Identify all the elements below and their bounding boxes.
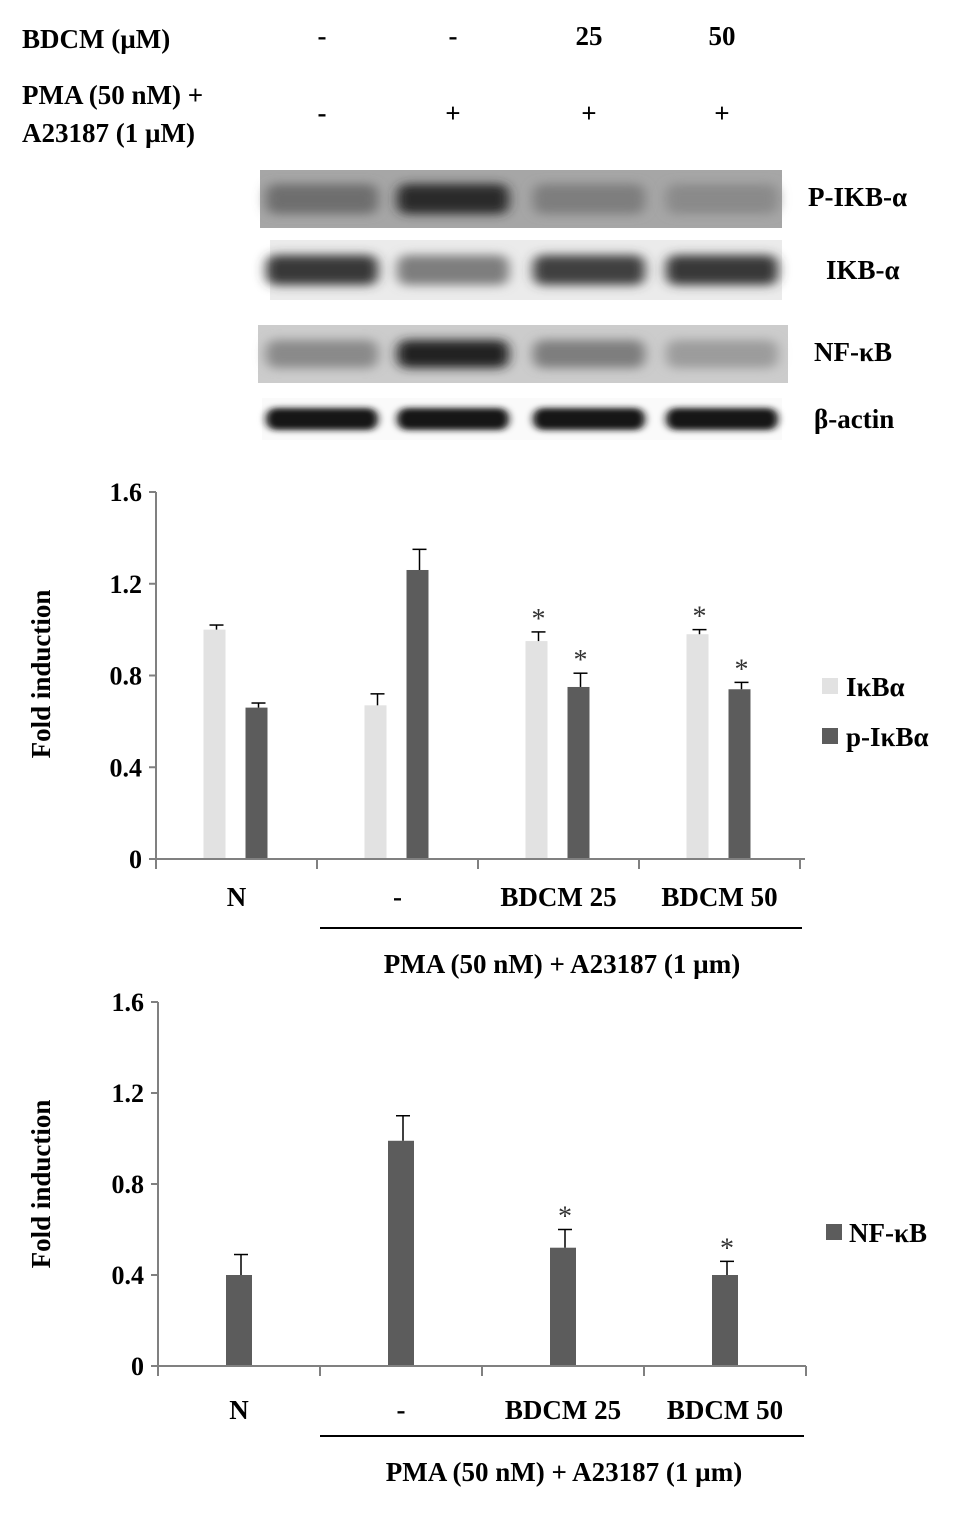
chart-ikb-group-label: PMA (50 nM) + A23187 (1 µm) (384, 949, 740, 979)
band-lane-1 (266, 255, 378, 285)
x-tick-label-bdcm-25: BDCM 25 (500, 882, 616, 912)
chart-nfkb-y-axis: 0 0.4 0.8 1.2 1.6 (112, 988, 159, 1381)
significance-asterisk: * (558, 1202, 572, 1233)
legend-swatch-p-ikb (822, 728, 838, 744)
chart-ikb-y-label: Fold induction (26, 590, 56, 759)
y-tick-label: 1.6 (110, 478, 143, 507)
blot-strip-ikb-a (266, 240, 782, 300)
band-lane-3 (533, 184, 645, 214)
chart-nfkb-group-label: PMA (50 nM) + A23187 (1 µm) (386, 1457, 742, 1487)
band-lane-2 (397, 408, 509, 430)
y-tick-label: 0.4 (110, 753, 143, 782)
blot-strips (258, 170, 788, 440)
y-tick-label: 0.4 (112, 1261, 145, 1290)
band-lane-4 (666, 255, 778, 285)
y-tick-label: 0.8 (112, 1170, 145, 1199)
significance-asterisk: * (574, 645, 588, 676)
band-lane-2 (397, 184, 509, 214)
bar-ikba-bdcm-25 (525, 641, 548, 859)
x-tick-label-n: N (227, 882, 247, 912)
y-tick-label: 1.2 (110, 570, 143, 599)
x-tick-label-bdcm-50: BDCM 50 (661, 882, 777, 912)
blot-strip-p-ikb-a (260, 170, 782, 228)
bdcm-lane-4: 50 (709, 21, 736, 51)
chart-nfkb: 00.40.81.21.6 ** N - BDCM 25 BDCM 50 Fold i… (26, 988, 927, 1487)
bar-p-ikba-ctrl (406, 569, 429, 859)
condition-label-pma-line2: A23187 (1 µM) (22, 118, 195, 148)
bar-nf-kb-bdcm-50 (712, 1275, 738, 1366)
significance-asterisk: * (720, 1233, 734, 1264)
legend-swatch-ikb (822, 678, 838, 694)
significance-asterisk: * (693, 602, 707, 633)
band-lane-1 (266, 184, 378, 214)
band-label-actin: β-actin (814, 404, 894, 434)
pma-lane-2: + (445, 98, 460, 128)
bar-p-ikba-n (245, 707, 268, 859)
band-lane-1 (266, 408, 378, 430)
bdcm-lane-2: - (449, 21, 458, 51)
legend-label-nfkb: NF-κB (849, 1218, 927, 1248)
band-label-nfkb: NF-κB (814, 337, 892, 367)
band-lane-4 (666, 408, 778, 430)
y-tick-label: 1.6 (112, 988, 145, 1017)
blot-strip-b-actin (262, 398, 782, 440)
chart-nfkb-legend: NF-κB (826, 1218, 927, 1248)
bar-p-ikba-bdcm-50 (728, 689, 751, 859)
band-label-p-ikb: P-IKB-α (808, 182, 907, 212)
band-label-ikb: IKB-α (826, 255, 900, 285)
significance-asterisk: * (532, 604, 546, 635)
significance-asterisk: * (735, 654, 749, 685)
bdcm-lane-1: - (318, 21, 327, 51)
y-tick-label: 1.2 (112, 1079, 145, 1108)
band-lane-4 (666, 340, 778, 368)
y-tick-label: 0 (131, 1352, 144, 1381)
pma-lane-4: + (714, 98, 729, 128)
bar-nf-kb-bdcm-25 (550, 1247, 576, 1366)
bar-nf-kb-ctrl (388, 1140, 414, 1366)
x-tick-label-bdcm-25: BDCM 25 (505, 1395, 621, 1425)
blot-panel: BDCM (µM) - - 25 50 PMA (50 nM) + A23187… (22, 21, 907, 440)
x-tick-label-bdcm-50: BDCM 50 (667, 1395, 783, 1425)
chart-nfkb-x-axis: N - BDCM 25 BDCM 50 (157, 1365, 807, 1425)
chart-ikb-legend: IκBα p-IκBα (822, 672, 929, 752)
bar-nf-kb-n (226, 1275, 252, 1366)
blot-strip-nf-kb (258, 325, 788, 383)
bar-ikba-ctrl (364, 705, 387, 859)
band-lane-2 (397, 255, 509, 285)
legend-swatch-nfkb (826, 1224, 842, 1240)
chart-ikb-y-axis: 0 0.4 0.8 1.2 1.6 (110, 478, 157, 874)
band-lane-3 (533, 340, 645, 368)
chart-ikb: 0 0.4 0.8 1.2 1.6 * * * * N - BDCM 25 BDCM 50 Fold… (26, 478, 929, 979)
chart-ikb-x-axis: N - BDCM 25 BDCM 50 (155, 858, 805, 912)
y-tick-label: 0.8 (110, 662, 143, 691)
bar-ikba-n (203, 629, 226, 859)
condition-row-pma: PMA (50 nM) + A23187 (1 µM) - + + + (22, 80, 730, 148)
band-lane-3 (533, 255, 645, 285)
bar-ikba-bdcm-50 (686, 634, 709, 859)
condition-row-bdcm: BDCM (µM) - - 25 50 (22, 21, 736, 54)
chart-nfkb-bars: ** (226, 1115, 738, 1366)
x-tick-label-ctrl: - (393, 882, 402, 912)
legend-label-ikb: IκBα (846, 672, 905, 702)
bar-p-ikba-bdcm-25 (567, 686, 590, 859)
x-tick-label-ctrl: - (397, 1395, 406, 1425)
pma-lane-1: - (318, 98, 327, 128)
band-lane-4 (666, 184, 778, 214)
chart-ikb-bars: * * * * (203, 548, 751, 859)
band-lane-2 (397, 340, 509, 368)
x-tick-label-n: N (229, 1395, 249, 1425)
y-tick-label: 0 (129, 845, 142, 874)
band-lane-1 (266, 340, 378, 368)
band-lane-3 (533, 408, 645, 430)
condition-label-pma-line1: PMA (50 nM) + (22, 80, 203, 110)
legend-label-p-ikb: p-IκBα (846, 722, 929, 752)
pma-lane-3: + (581, 98, 596, 128)
condition-label-bdcm: BDCM (µM) (22, 24, 170, 54)
bdcm-lane-3: 25 (576, 21, 603, 51)
chart-nfkb-y-label: Fold induction (26, 1100, 56, 1269)
